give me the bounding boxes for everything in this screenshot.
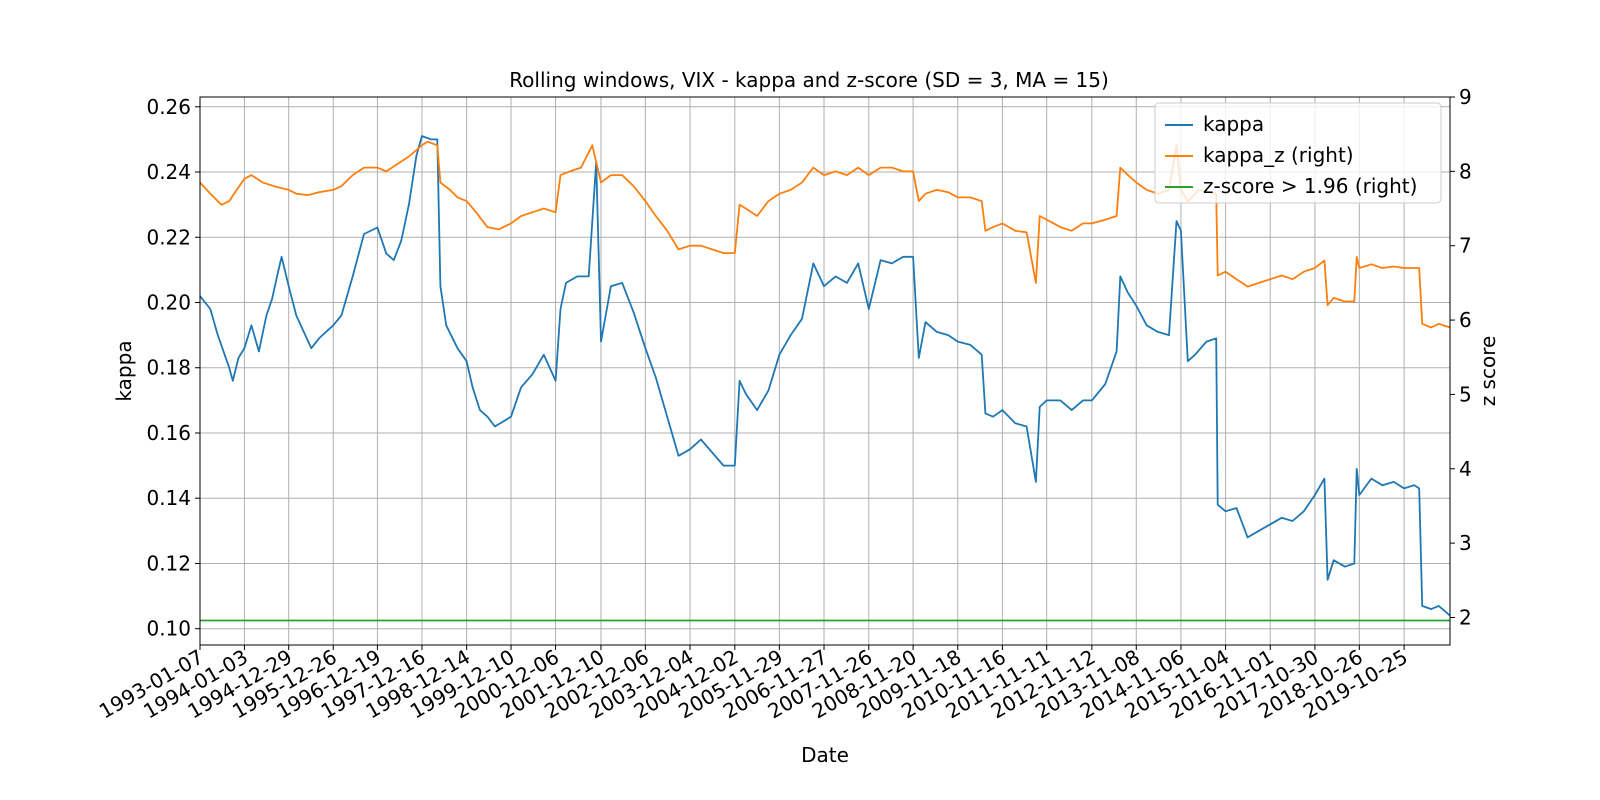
y-tick-label-left: 0.16	[146, 421, 191, 445]
y-tick-label-left: 0.10	[146, 617, 191, 641]
legend: kappa kappa_z (right) z-score > 1.96 (righ…	[1154, 102, 1442, 204]
y-tick-label-right: 8	[1459, 159, 1472, 183]
series-line-kappa	[200, 135, 1450, 617]
y-tick-label-left: 0.26	[146, 95, 191, 119]
series-line-kappa-z-right	[200, 140, 1450, 329]
y-tick-label-left: 0.18	[146, 356, 191, 380]
legend-label: z-score > 1.96 (right)	[1203, 174, 1417, 198]
y-tick-label-left: 0.12	[146, 551, 191, 575]
y-tick-label-left: 0.14	[146, 486, 191, 510]
y-tick-label-right: 2	[1459, 605, 1472, 629]
y-tick-label-right: 5	[1459, 382, 1472, 406]
x-axis-title: Date	[801, 743, 849, 767]
y-tick-label-right: 7	[1459, 234, 1472, 258]
axis-layer: 1993-01-071994-01-031994-12-291995-12-26…	[95, 85, 1472, 723]
y-tick-label-right: 6	[1459, 308, 1472, 332]
y-tick-label-left: 0.20	[146, 291, 191, 315]
legend-label: kappa	[1203, 112, 1264, 136]
y-tick-label-left: 0.22	[146, 225, 191, 249]
legend-label: kappa_z (right)	[1203, 143, 1354, 167]
plot-frame	[199, 96, 1451, 646]
legend-box	[1154, 102, 1442, 204]
chart-title: Rolling windows, VIX - kappa and z-score…	[509, 68, 1109, 92]
y-axis-title-right: z score	[1476, 336, 1500, 407]
plot-layer	[200, 135, 1450, 622]
y-tick-label-right: 3	[1459, 531, 1472, 555]
y-tick-label-right: 9	[1459, 85, 1472, 109]
y-axis-title-left: kappa	[112, 340, 136, 401]
y-tick-label-left: 0.24	[146, 160, 191, 184]
y-tick-label-right: 4	[1459, 457, 1472, 481]
